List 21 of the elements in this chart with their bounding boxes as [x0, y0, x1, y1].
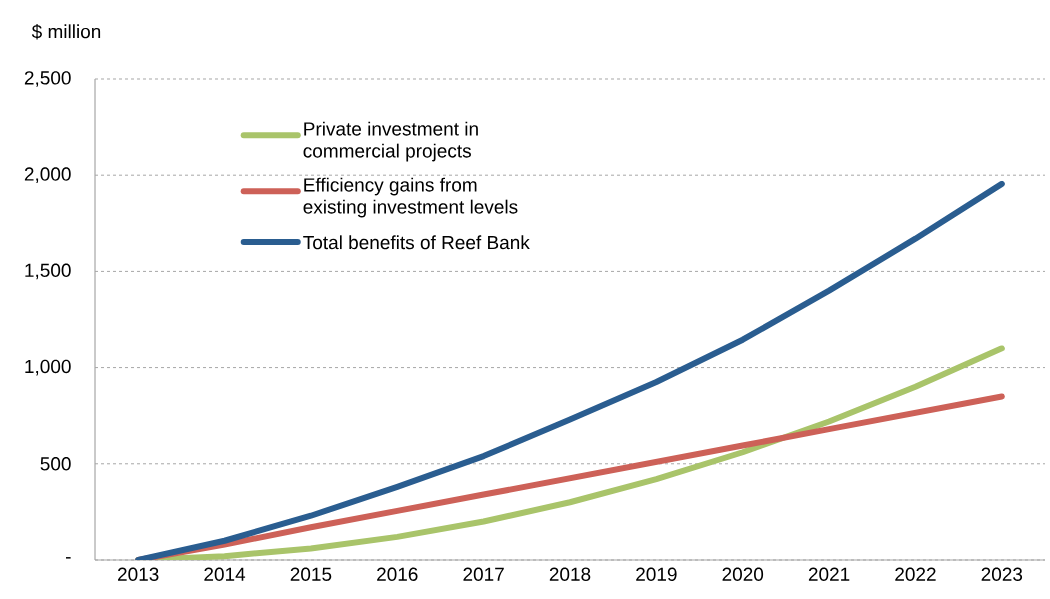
x-tick-label: 2018 [549, 567, 591, 581]
y-axis-title: $ million [31, 24, 101, 40]
y-tick-label: 1,000 [25, 359, 71, 376]
legend-label: Total benefits of Reef Bank [303, 235, 530, 250]
legend-label: Private investment in commercial projects [303, 121, 478, 162]
x-tick-label: 2019 [636, 567, 677, 581]
x-tick-label: 2021 [808, 567, 850, 581]
y-tick-label: - [66, 557, 71, 559]
x-tick-label: 2023 [981, 567, 1023, 581]
x-tick-label: 2013 [118, 567, 159, 581]
y-tick-label: 2,500 [24, 71, 71, 87]
y-tick-label: 2,000 [24, 167, 71, 184]
x-tick-label: 2016 [377, 567, 418, 581]
x-tick-label: 2017 [463, 567, 504, 581]
x-tick-label: 2022 [895, 567, 936, 581]
x-tick-label: 2020 [722, 567, 764, 581]
x-tick-label: 2015 [290, 567, 332, 581]
y-tick-label: 500 [40, 457, 71, 471]
x-tick-label: 2014 [204, 567, 246, 581]
legend-label: Efficiency gains from existing investment levels [303, 177, 518, 218]
y-tick-label: 1,500 [25, 263, 71, 280]
